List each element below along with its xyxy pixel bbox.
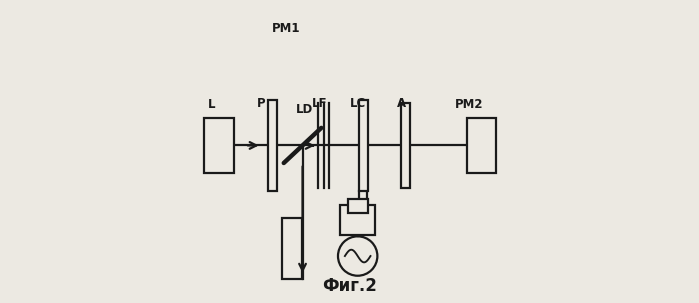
Text: LD: LD xyxy=(296,103,313,115)
Bar xyxy=(282,218,302,279)
Text: L: L xyxy=(208,98,215,111)
Text: PM1: PM1 xyxy=(272,22,300,35)
Bar xyxy=(340,205,375,235)
Bar xyxy=(204,118,234,173)
Text: A: A xyxy=(397,97,406,109)
Bar xyxy=(467,118,496,173)
Bar xyxy=(359,100,368,191)
Bar xyxy=(268,100,277,191)
Text: Фиг.2: Фиг.2 xyxy=(322,277,377,295)
Bar xyxy=(401,103,410,188)
Text: LF: LF xyxy=(312,97,327,109)
Bar xyxy=(348,199,368,213)
Text: P: P xyxy=(257,97,266,109)
Text: PM2: PM2 xyxy=(455,98,484,111)
Text: LC: LC xyxy=(350,97,366,109)
